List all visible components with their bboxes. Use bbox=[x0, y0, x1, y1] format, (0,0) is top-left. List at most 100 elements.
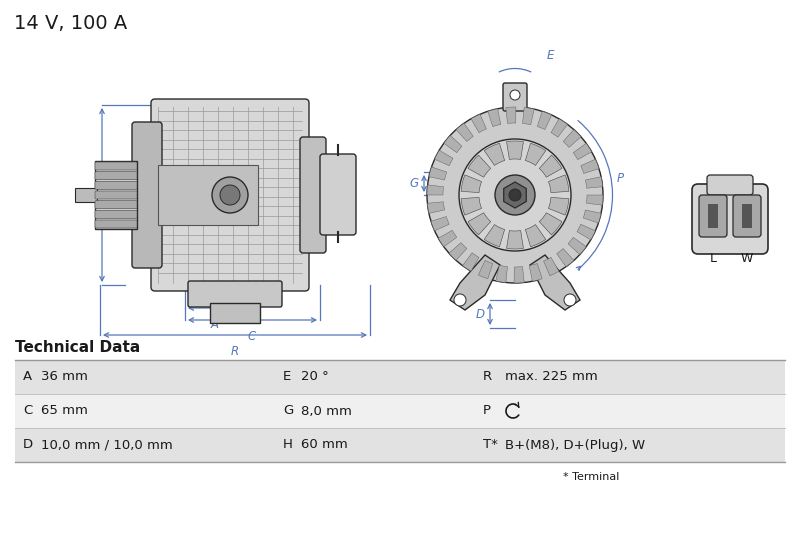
Text: G: G bbox=[283, 405, 294, 417]
Wedge shape bbox=[543, 257, 559, 276]
FancyBboxPatch shape bbox=[188, 281, 282, 307]
Wedge shape bbox=[484, 224, 505, 247]
FancyBboxPatch shape bbox=[95, 181, 137, 189]
Bar bbox=[742, 204, 752, 228]
Bar bbox=[15, 360, 785, 394]
FancyBboxPatch shape bbox=[699, 195, 727, 237]
Wedge shape bbox=[468, 155, 490, 177]
Text: 14 V, 100 A: 14 V, 100 A bbox=[14, 14, 127, 33]
Wedge shape bbox=[449, 243, 467, 261]
Wedge shape bbox=[484, 143, 505, 165]
Wedge shape bbox=[549, 175, 569, 192]
Wedge shape bbox=[438, 230, 457, 247]
Wedge shape bbox=[551, 119, 567, 137]
Wedge shape bbox=[538, 111, 552, 130]
Wedge shape bbox=[514, 266, 524, 283]
Text: * Terminal: * Terminal bbox=[563, 472, 619, 482]
Wedge shape bbox=[549, 197, 569, 215]
Wedge shape bbox=[563, 130, 581, 148]
Wedge shape bbox=[488, 109, 501, 126]
FancyBboxPatch shape bbox=[503, 83, 527, 111]
Text: 20 °: 20 ° bbox=[301, 370, 329, 384]
Wedge shape bbox=[461, 175, 482, 192]
Text: C: C bbox=[248, 330, 256, 343]
Text: R: R bbox=[483, 370, 492, 384]
Bar bbox=[75, 188, 97, 202]
Wedge shape bbox=[526, 143, 546, 165]
Text: 10,0 mm / 10,0 mm: 10,0 mm / 10,0 mm bbox=[41, 439, 173, 451]
Text: 60 mm: 60 mm bbox=[301, 439, 348, 451]
Wedge shape bbox=[574, 143, 592, 160]
FancyBboxPatch shape bbox=[95, 172, 137, 180]
Wedge shape bbox=[462, 253, 479, 271]
FancyBboxPatch shape bbox=[95, 200, 137, 208]
FancyBboxPatch shape bbox=[95, 220, 137, 228]
Text: 8,0 mm: 8,0 mm bbox=[301, 405, 352, 417]
Wedge shape bbox=[506, 231, 523, 249]
FancyBboxPatch shape bbox=[320, 154, 356, 235]
Wedge shape bbox=[557, 248, 574, 266]
Text: 36 mm: 36 mm bbox=[41, 370, 88, 384]
Wedge shape bbox=[429, 167, 446, 180]
FancyBboxPatch shape bbox=[707, 175, 753, 195]
Text: L: L bbox=[710, 252, 717, 265]
Wedge shape bbox=[456, 123, 474, 141]
Wedge shape bbox=[444, 135, 462, 152]
Wedge shape bbox=[581, 159, 599, 173]
Bar bbox=[15, 394, 785, 428]
Wedge shape bbox=[461, 197, 482, 215]
Polygon shape bbox=[530, 255, 580, 310]
Bar bbox=[158, 165, 258, 225]
Text: D: D bbox=[476, 308, 485, 320]
FancyBboxPatch shape bbox=[733, 195, 761, 237]
Bar bbox=[708, 204, 718, 228]
FancyBboxPatch shape bbox=[95, 162, 137, 170]
Wedge shape bbox=[506, 141, 523, 159]
Polygon shape bbox=[450, 255, 500, 310]
Wedge shape bbox=[434, 150, 453, 166]
Text: A: A bbox=[211, 318, 219, 331]
Text: R: R bbox=[231, 345, 239, 358]
Wedge shape bbox=[471, 114, 486, 133]
Text: H: H bbox=[283, 439, 293, 451]
Circle shape bbox=[220, 185, 240, 205]
Text: P: P bbox=[483, 405, 491, 417]
Text: A: A bbox=[23, 370, 32, 384]
FancyBboxPatch shape bbox=[151, 99, 309, 291]
Wedge shape bbox=[586, 195, 603, 205]
Text: P: P bbox=[617, 172, 624, 184]
Wedge shape bbox=[506, 107, 516, 124]
Bar bbox=[95, 161, 137, 229]
Circle shape bbox=[495, 175, 535, 215]
Text: C: C bbox=[23, 405, 32, 417]
Circle shape bbox=[212, 177, 248, 213]
Wedge shape bbox=[583, 210, 601, 223]
Text: 65 mm: 65 mm bbox=[41, 405, 88, 417]
Wedge shape bbox=[431, 216, 450, 231]
FancyBboxPatch shape bbox=[95, 191, 137, 199]
Wedge shape bbox=[496, 265, 507, 282]
Wedge shape bbox=[522, 108, 534, 125]
Circle shape bbox=[510, 90, 520, 100]
Circle shape bbox=[427, 107, 603, 283]
Text: B+(M8), D+(Plug), W: B+(M8), D+(Plug), W bbox=[505, 439, 645, 451]
Wedge shape bbox=[468, 213, 490, 235]
Polygon shape bbox=[504, 182, 526, 208]
Wedge shape bbox=[427, 185, 443, 195]
Text: Technical Data: Technical Data bbox=[15, 340, 140, 355]
Text: G: G bbox=[410, 177, 419, 190]
Bar bbox=[210, 303, 260, 323]
Wedge shape bbox=[577, 224, 595, 240]
Circle shape bbox=[454, 294, 466, 306]
Circle shape bbox=[459, 139, 571, 251]
Wedge shape bbox=[478, 261, 493, 279]
Text: W: W bbox=[741, 252, 753, 265]
Wedge shape bbox=[539, 155, 562, 177]
Wedge shape bbox=[539, 213, 562, 235]
Text: H: H bbox=[87, 189, 96, 201]
FancyBboxPatch shape bbox=[692, 184, 768, 254]
Text: E: E bbox=[283, 370, 291, 384]
Wedge shape bbox=[526, 224, 546, 247]
Text: D: D bbox=[23, 439, 33, 451]
FancyBboxPatch shape bbox=[300, 137, 326, 253]
